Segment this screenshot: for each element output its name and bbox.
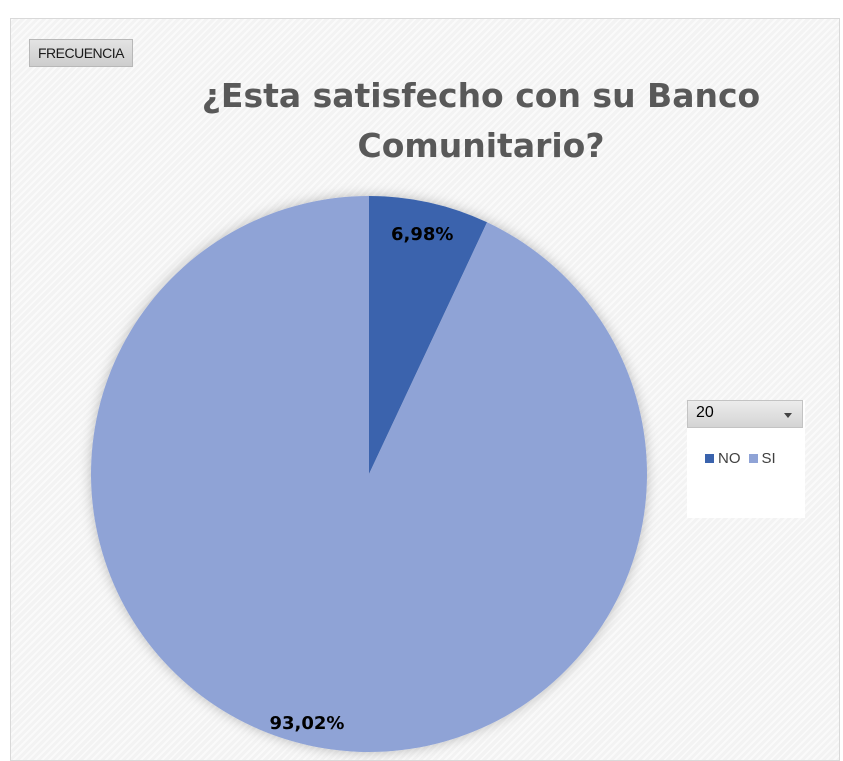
pie-chart: 6,98% 93,02% xyxy=(91,196,648,753)
chart-title-line-1: ¿Esta satisfecho con su Banco xyxy=(201,76,761,115)
legend-label-no: NO xyxy=(718,450,741,467)
chart-title: ¿Esta satisfecho con su Banco Comunitari… xyxy=(181,71,781,171)
legend-label-si: SI xyxy=(761,450,776,467)
filter-dropdown-value: 20 xyxy=(696,404,714,421)
legend: 20 NO SI xyxy=(687,400,805,518)
pie-slice-no[interactable] xyxy=(369,196,488,474)
legend-items: NO SI xyxy=(705,450,784,467)
chart-area: FRECUENCIA ¿Esta satisfecho con su Banco… xyxy=(10,18,840,761)
data-label-no: 6,98% xyxy=(391,224,453,245)
filter-dropdown[interactable]: 20 xyxy=(687,400,803,428)
legend-swatch-si xyxy=(748,454,758,463)
legend-item-no: NO xyxy=(705,450,741,467)
chevron-down-icon[interactable] xyxy=(784,413,792,418)
chart-title-line-2: Comunitario? xyxy=(357,126,605,165)
legend-item-si: SI xyxy=(748,450,776,467)
pie-slice-si[interactable] xyxy=(91,196,648,753)
field-button-frecuencia[interactable]: FRECUENCIA xyxy=(29,39,134,67)
legend-swatch-no xyxy=(705,454,714,463)
data-label-si: 93,02% xyxy=(270,713,345,734)
